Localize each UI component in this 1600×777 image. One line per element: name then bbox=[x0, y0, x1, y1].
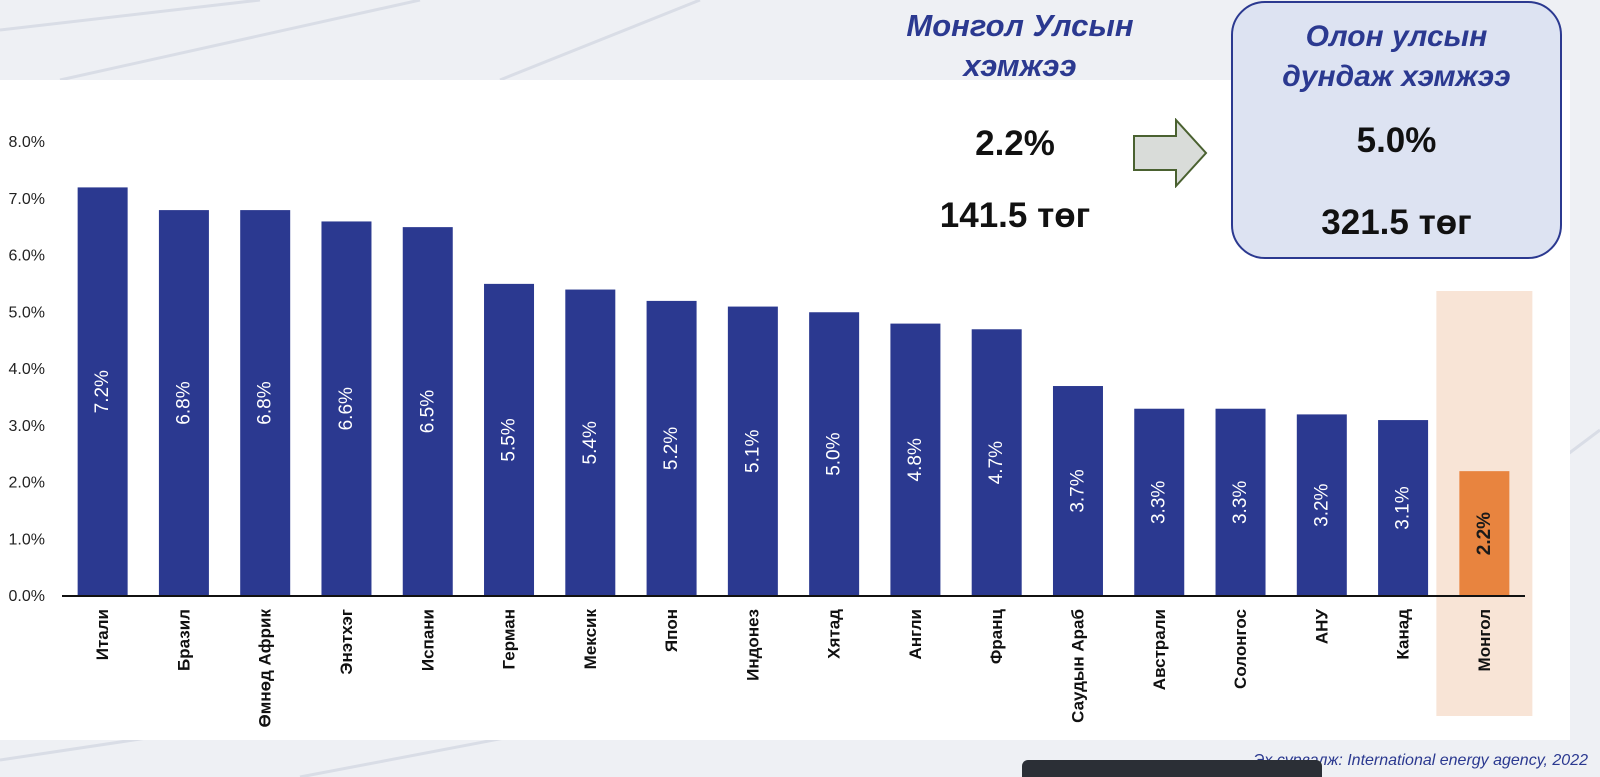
category-label: Индонез bbox=[743, 609, 762, 681]
y-tick-label: 4.0% bbox=[9, 361, 45, 378]
category-label: Солонгос bbox=[1231, 609, 1250, 689]
y-tick-label: 3.0% bbox=[9, 418, 45, 435]
international-price: 321.5 төг bbox=[1321, 203, 1472, 242]
data-label: 6.8% bbox=[173, 381, 194, 424]
data-label: 3.2% bbox=[1311, 483, 1332, 526]
data-label: 4.8% bbox=[905, 438, 926, 481]
y-tick-label: 8.0% bbox=[9, 134, 45, 151]
international-heading-line1: Олон улсын bbox=[1305, 20, 1488, 53]
y-tick-label: 7.0% bbox=[9, 191, 45, 208]
international-heading: Олон улсын дундаж хэмжээ bbox=[1233, 17, 1560, 97]
y-tick-label: 2.0% bbox=[9, 475, 45, 492]
bar bbox=[1459, 471, 1510, 596]
category-label: Франц bbox=[987, 608, 1006, 664]
bar bbox=[971, 329, 1022, 596]
bar bbox=[727, 306, 778, 596]
bar bbox=[1378, 420, 1429, 596]
y-tick-label: 5.0% bbox=[9, 304, 45, 321]
bar bbox=[484, 283, 535, 596]
category-label: АНУ bbox=[1312, 609, 1331, 645]
data-label: 5.1% bbox=[742, 430, 763, 473]
international-heading-line2: дундаж хэмжээ bbox=[1282, 60, 1511, 93]
category-label: Хятад bbox=[825, 609, 844, 659]
category-label: Монгол bbox=[1475, 609, 1494, 671]
mongolia-percent: 2.2% bbox=[975, 124, 1055, 163]
bottom-overlay-bar bbox=[1022, 760, 1322, 777]
international-percent: 5.0% bbox=[1356, 121, 1437, 160]
mongolia-heading: Монгол Улсын хэмжээ bbox=[870, 6, 1170, 86]
bar bbox=[77, 187, 128, 596]
category-label: Канад bbox=[1394, 609, 1413, 660]
category-label: Энэтхэг bbox=[337, 609, 356, 675]
bar bbox=[1296, 414, 1347, 596]
data-label: 6.5% bbox=[417, 390, 438, 433]
data-label: 3.3% bbox=[1149, 481, 1170, 524]
data-label: 3.3% bbox=[1230, 481, 1251, 524]
category-label: Герман bbox=[500, 609, 519, 669]
bar bbox=[1134, 408, 1185, 596]
mongolia-heading-line2: хэмжээ bbox=[963, 48, 1077, 83]
category-label: Англи bbox=[906, 609, 925, 659]
category-label: Итали bbox=[93, 609, 112, 660]
category-label: Саудын Араб bbox=[1068, 609, 1087, 723]
category-label: Япон bbox=[662, 609, 681, 652]
data-label: 6.8% bbox=[255, 381, 276, 424]
bar bbox=[321, 221, 372, 596]
bar bbox=[1052, 386, 1103, 596]
bar bbox=[890, 323, 941, 596]
mongolia-heading-line1: Монгол Улсын bbox=[906, 8, 1134, 43]
right-arrow-icon bbox=[1133, 118, 1208, 188]
data-label: 6.6% bbox=[336, 387, 357, 430]
category-label: Бразил bbox=[174, 609, 193, 671]
source-note: Эх сурвалж: International energy agency,… bbox=[1253, 752, 1588, 769]
bar bbox=[158, 210, 209, 596]
y-tick-label: 0.0% bbox=[9, 588, 45, 605]
bar bbox=[402, 227, 453, 596]
category-label: Испани bbox=[418, 609, 437, 671]
category-label: Өмнөд Африк bbox=[256, 609, 275, 728]
y-tick-label: 6.0% bbox=[9, 248, 45, 265]
bar bbox=[240, 210, 291, 596]
mongolia-price: 141.5 төг bbox=[939, 196, 1091, 235]
data-label: 5.4% bbox=[580, 421, 601, 464]
y-tick-label: 1.0% bbox=[9, 531, 45, 548]
data-label: 5.2% bbox=[661, 427, 682, 470]
category-label: Мексик bbox=[581, 609, 600, 670]
data-label: 3.7% bbox=[1067, 469, 1088, 512]
data-label: 5.0% bbox=[824, 432, 845, 475]
bar bbox=[646, 300, 697, 596]
data-label: 5.5% bbox=[499, 418, 520, 461]
category-label: Австрали bbox=[1150, 609, 1169, 690]
data-label: 7.2% bbox=[92, 370, 113, 413]
bar bbox=[1215, 408, 1266, 596]
data-label: 2.2% bbox=[1474, 512, 1495, 555]
bar bbox=[565, 289, 616, 596]
data-label: 4.7% bbox=[986, 441, 1007, 484]
bar bbox=[809, 312, 860, 596]
international-average-card: Олон улсын дундаж хэмжээ 5.0% 321.5 төг bbox=[1231, 1, 1562, 259]
data-label: 3.1% bbox=[1393, 486, 1414, 529]
